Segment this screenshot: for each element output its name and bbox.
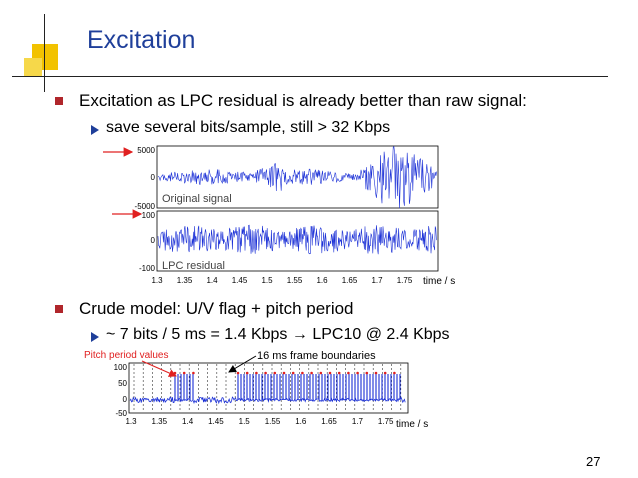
pitch-waveform	[129, 371, 406, 405]
pitch-value-point	[273, 371, 277, 375]
pitch-value-point	[182, 371, 186, 375]
xtick-label: 1.3	[151, 276, 163, 285]
sub-bullet-triangle-icon	[91, 332, 99, 342]
arrow-pitch-icon	[141, 360, 177, 377]
decor-yellow-square-small	[24, 58, 42, 76]
arrow-frame-icon	[228, 355, 257, 373]
sub-bullet-rate: ~ 7 bits / 5 ms = 1.4 Kbps → LPC10 @ 2.4…	[106, 326, 450, 343]
pitch-value-point	[236, 371, 240, 375]
pitch-value-point	[301, 371, 304, 375]
label-lpc-residual: LPC residual	[162, 260, 225, 272]
xtick-label: 1.6	[316, 276, 328, 285]
pitch-value-point	[356, 371, 359, 375]
xtick-label: 1.35	[152, 417, 168, 426]
xtick-label: 1.75	[378, 417, 394, 426]
slide-title: Excitation	[87, 26, 196, 54]
xtick-label: 1.45	[232, 276, 248, 285]
xtick-label: 1.7	[371, 276, 383, 285]
ytick-50: 50	[118, 379, 127, 388]
bullet-crude-model: Crude model: U/V flag + pitch period	[79, 299, 354, 318]
ytick-bot-neg100: -100	[139, 264, 156, 273]
pitch-value-point	[347, 371, 350, 375]
pitch-value-point	[264, 371, 267, 375]
pitch-value-point	[245, 371, 249, 375]
xtick-label: 1.5	[239, 417, 251, 426]
pitch-value-point	[337, 371, 341, 375]
xtick-label: 1.4	[206, 276, 218, 285]
figure-2-xlabel: time / s	[396, 419, 428, 430]
xtick-label: 1.5	[261, 276, 273, 285]
xtick-label: 1.65	[321, 417, 337, 426]
bullet-square-icon	[55, 97, 63, 105]
ytick-0: 0	[123, 395, 128, 404]
label-original-signal: Original signal	[162, 193, 232, 205]
pitch-value-point	[173, 371, 177, 375]
figure-1-xlabel: time / s	[423, 276, 455, 287]
bullet-excitation: Excitation as LPC residual is already be…	[79, 91, 527, 110]
pitch-value-point	[328, 371, 332, 375]
xtick-label: 1.4	[182, 417, 194, 426]
ytick-top-0: 0	[151, 173, 156, 182]
pitch-value-point	[383, 371, 387, 375]
figure-2-xticks: 1.3 1.35 1.4 1.45 1.5 1.55 1.6 1.65 1.7 1.75	[125, 417, 394, 426]
xtick-label: 1.6	[295, 417, 307, 426]
pitch-value-point	[255, 371, 258, 375]
pitch-value-point	[291, 371, 295, 375]
original-signal-waveform	[157, 146, 437, 209]
xtick-label: 1.55	[287, 276, 303, 285]
pitch-value-point	[393, 371, 396, 375]
xtick-label: 1.3	[125, 417, 137, 426]
annotation-pitch-period: Pitch period values	[84, 350, 169, 361]
sub-bullet-triangle-icon	[91, 125, 99, 135]
ytick-bot-0: 0	[151, 236, 156, 245]
ytick-100: 100	[114, 363, 128, 372]
annotation-frame-boundaries: 16 ms frame boundaries	[257, 350, 376, 362]
ytick-bot-100: 100	[142, 211, 156, 220]
lpc-residual-waveform	[157, 224, 437, 255]
pitch-value-point	[374, 371, 378, 375]
figure-1: 5000 0 -5000 100 0 -100 Original signal …	[103, 145, 455, 287]
ytick-top-5000: 5000	[137, 146, 155, 155]
xtick-label: 1.65	[342, 276, 358, 285]
xtick-label: 1.55	[265, 417, 281, 426]
figure-2: 100 50 0 -50 Pitch period values 16 ms f…	[84, 350, 428, 430]
pitch-value-point	[282, 371, 286, 375]
decor-vertical-line	[44, 14, 45, 92]
pitch-value-point	[319, 371, 323, 375]
figure-1-xticks: 1.3 1.35 1.4 1.45 1.5 1.55 1.6 1.65 1.7 1.75	[151, 276, 412, 285]
ytick-top-neg5000: -5000	[135, 202, 156, 211]
xtick-label: 1.45	[208, 417, 224, 426]
frame-boundary-lines	[133, 364, 402, 412]
pitch-value-point	[310, 371, 313, 375]
ytick-neg50: -50	[115, 409, 127, 418]
decor-horizontal-line	[12, 76, 608, 77]
page-number: 27	[586, 454, 601, 469]
pitch-value-point	[192, 371, 195, 375]
sub-bullet-bits: save several bits/sample, still > 32 Kbp…	[106, 119, 391, 136]
xtick-label: 1.35	[177, 276, 193, 285]
pitch-value-point	[365, 371, 369, 375]
xtick-label: 1.75	[397, 276, 413, 285]
bullet-square-icon	[55, 305, 63, 313]
xtick-label: 1.7	[352, 417, 364, 426]
